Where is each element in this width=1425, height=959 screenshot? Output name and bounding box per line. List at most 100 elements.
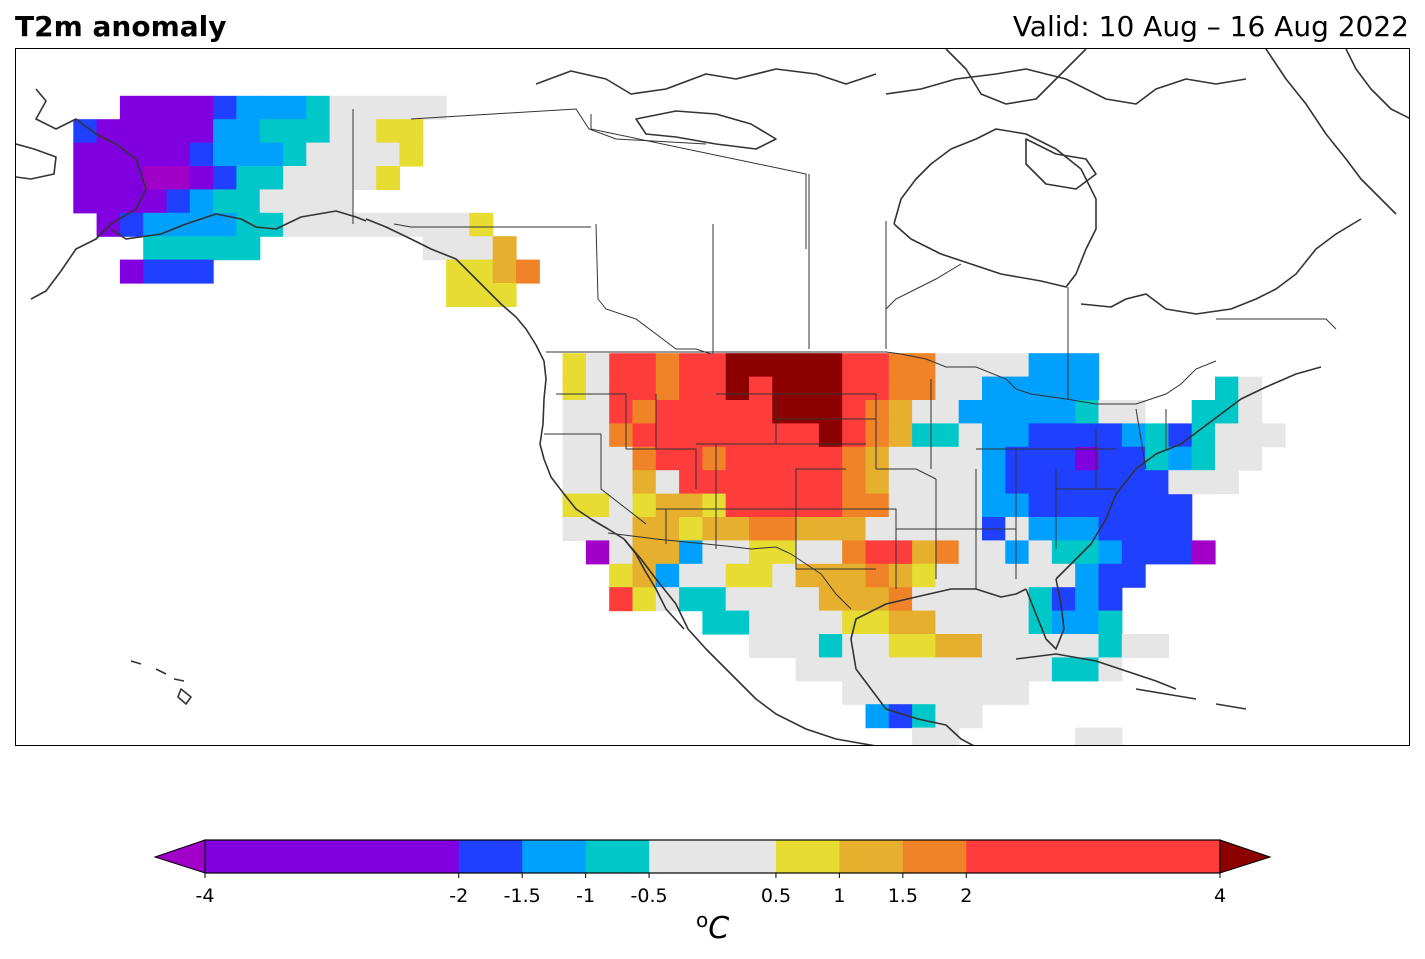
grid-cell-conus	[865, 376, 890, 401]
grid-cell-alaska	[143, 142, 168, 167]
grid-cell-conus	[795, 563, 820, 588]
grid-cell-alaska	[73, 189, 98, 214]
grid-cell-conus	[679, 587, 703, 612]
grid-cell-conus	[1098, 563, 1123, 588]
grid-cell-conus	[1005, 610, 1030, 635]
grid-cell-conus	[679, 446, 703, 471]
grid-cell-alaska	[306, 166, 331, 190]
grid-cell-conus	[865, 446, 890, 471]
grid-cell-conus	[1051, 400, 1076, 424]
grid-cell-conus	[562, 400, 587, 424]
grid-cell-alaska	[119, 212, 144, 237]
grid-cell-alaska	[189, 212, 214, 237]
grid-cell-conus	[1005, 493, 1030, 518]
grid-cell-conus	[818, 563, 843, 588]
grid-cell-conus	[865, 353, 890, 378]
grid-cell-conus	[1028, 423, 1053, 448]
grid-cell-conus	[1098, 634, 1123, 658]
grid-cell-conus	[982, 634, 1006, 658]
grid-cell-british-columbia	[446, 212, 470, 237]
grid-cell-conus	[609, 376, 634, 401]
grid-cell-alaska	[213, 119, 237, 144]
colorbar-tick-label: 2	[960, 885, 972, 907]
grid-cell-conus	[655, 446, 680, 471]
grid-cell-conus	[842, 376, 867, 401]
grid-cell-conus	[842, 587, 867, 612]
grid-cell-alaska	[376, 119, 401, 144]
grid-cell-alaska	[166, 142, 191, 167]
grid-cell-alaska	[119, 259, 144, 284]
grid-cell-conus	[702, 353, 727, 378]
grid-cell-conus	[772, 587, 797, 612]
grid-cell-conus	[912, 540, 936, 565]
grid-cell-alaska	[213, 236, 237, 261]
grid-cell-conus	[1098, 540, 1123, 565]
grid-cell-conus	[749, 446, 773, 471]
grid-cell-conus	[888, 657, 913, 682]
grid-cell-conus	[958, 680, 983, 705]
grid-cell-conus	[702, 446, 727, 471]
grid-cell-conus	[655, 470, 680, 495]
grid-cell-british-columbia	[446, 259, 470, 284]
colorbar-under-triangle	[153, 839, 206, 874]
grid-cell-conus	[912, 400, 936, 424]
unit-base: C	[708, 911, 730, 946]
grid-cell-alaska	[119, 166, 144, 190]
grid-cell-conus	[982, 657, 1006, 682]
political-borders-layer	[352, 108, 1337, 610]
grid-cell-conus	[772, 376, 797, 401]
grid-cell-alaska	[236, 142, 261, 167]
grid-cell-conus	[842, 400, 867, 424]
grid-cell-conus	[935, 610, 960, 635]
grid-cell-alaska	[329, 95, 354, 120]
grid-cell-alaska	[213, 142, 237, 167]
grid-cell-conus	[1168, 423, 1193, 448]
grid-cell-conus	[749, 470, 773, 495]
grid-cell-alaska	[166, 236, 191, 261]
grid-cell-conus	[655, 540, 680, 565]
grid-cell-conus	[655, 493, 680, 518]
grid-cell-alaska	[166, 119, 191, 144]
colorbar: -4 -2 -1.5 -1 -0.5 0.5 1 1.5 2 4	[150, 835, 1275, 914]
map-canvas	[16, 49, 1409, 745]
grid-cell-conus	[1075, 493, 1100, 518]
grid-cell-conus	[1121, 634, 1146, 658]
grid-cell-conus	[842, 423, 867, 448]
grid-cell-alaska	[352, 166, 377, 190]
colorbar-bin	[902, 840, 967, 873]
grid-cell-conus	[888, 470, 913, 495]
grid-cell-alaska	[189, 166, 214, 190]
grid-cell-conus	[1145, 634, 1169, 658]
grid-cell-alaska	[236, 236, 261, 261]
colorbar-over-triangle	[1219, 839, 1272, 874]
colorbar-tick-label: 1.5	[888, 885, 918, 907]
colorbar-unit-label: oC	[696, 908, 729, 946]
grid-cell-conus	[749, 400, 773, 424]
grid-cell-conus	[725, 446, 750, 471]
grid-cell-alaska	[166, 189, 191, 214]
grid-cell-conus	[632, 517, 657, 541]
grid-cell-conus	[725, 517, 750, 541]
grid-cell-conus	[958, 634, 983, 658]
grid-cell-conus	[795, 634, 820, 658]
grid-cell-conus	[725, 493, 750, 518]
grid-cell-alaska	[143, 189, 168, 214]
grid-cell-british-columbia	[469, 236, 494, 261]
grid-cell-conus	[749, 376, 773, 401]
grid-cell-alaska	[189, 119, 214, 144]
grid-cell-conus	[1145, 540, 1169, 565]
colorbar-frame	[204, 839, 1221, 874]
grid-cell-alaska	[283, 119, 307, 144]
grid-cell-conus	[749, 517, 773, 541]
grid-cell-conus	[632, 446, 657, 471]
grid-cell-conus	[632, 376, 657, 401]
grid-cell-conus	[958, 587, 983, 612]
grid-cell-alaska	[96, 189, 121, 214]
grid-cell-conus	[679, 423, 703, 448]
grid-cell-conus	[562, 470, 587, 495]
grid-cell-alaska	[119, 189, 144, 214]
grid-cell-alaska	[399, 119, 424, 144]
grid-cell-conus	[795, 517, 820, 541]
grid-cell-alaska	[143, 95, 168, 120]
grid-cell-conus	[888, 353, 913, 378]
